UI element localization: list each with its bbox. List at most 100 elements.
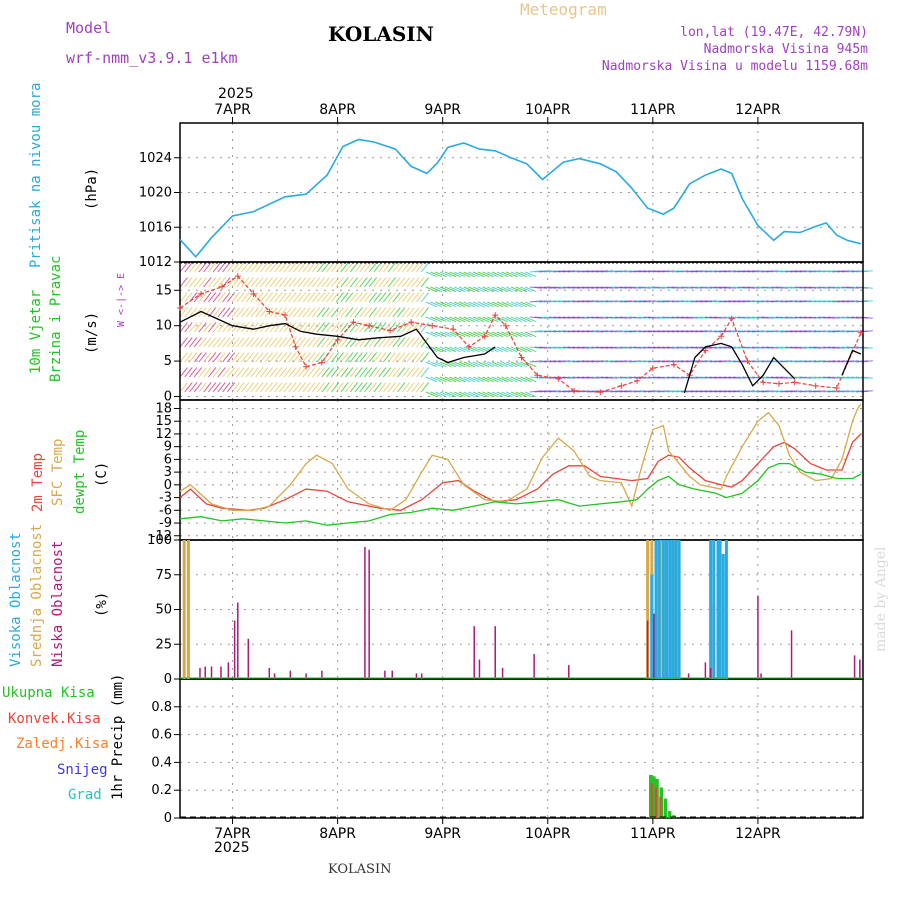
watermark: made by Angel	[873, 546, 889, 653]
wind-barb	[349, 262, 359, 273]
wind-barb	[392, 277, 401, 288]
wind-barb	[449, 331, 461, 338]
y-tick-label: 0.8	[151, 700, 172, 715]
wind-barb	[269, 307, 278, 318]
wind-barb	[264, 277, 273, 288]
wind-barb	[259, 352, 269, 363]
wind-barb	[193, 307, 203, 318]
mid_cloud-bar	[646, 540, 650, 679]
low_cloud-bar	[757, 595, 759, 679]
wind-barb	[496, 301, 509, 308]
x-tick-label-bottom: 10APR	[525, 826, 571, 842]
wind-barb	[397, 352, 406, 363]
total_precip-bar	[659, 787, 664, 818]
wind-barb	[264, 382, 273, 393]
wind-barb	[524, 301, 537, 308]
wind-barb	[401, 352, 411, 363]
wind-barb	[207, 337, 217, 348]
wind-barb	[288, 262, 297, 273]
wind-barb	[312, 382, 321, 393]
low_cloud-bar	[415, 673, 418, 679]
wind-barb	[297, 292, 307, 303]
wind-barb	[501, 316, 513, 323]
wind-barb	[401, 262, 411, 273]
wind-barb	[510, 361, 523, 368]
wind-barb	[245, 367, 255, 378]
wind-barb	[387, 277, 396, 288]
wind-barb	[477, 286, 490, 293]
wind-barb	[307, 277, 316, 288]
wind-gust-line	[179, 275, 862, 393]
wind-barb	[179, 307, 188, 318]
wind-gust-marker	[219, 283, 226, 290]
wind-barb	[506, 346, 518, 353]
wind-barb	[259, 382, 269, 393]
wind-barb	[241, 337, 250, 348]
wind-barb	[524, 361, 537, 368]
wind-gust-marker	[702, 347, 709, 354]
wind-barb	[397, 307, 406, 318]
wind-barb	[468, 286, 480, 293]
wind-barb	[435, 301, 447, 308]
wind-barb	[520, 286, 532, 293]
wind-barb	[203, 382, 212, 393]
wind-barb	[274, 307, 283, 318]
total_precip-bar	[663, 798, 668, 818]
wind-barb	[349, 352, 359, 363]
wind-barb	[411, 337, 420, 348]
wind-barb	[198, 277, 207, 288]
wind-barb	[392, 262, 401, 273]
wind-barb	[193, 367, 203, 378]
wind-barb	[288, 277, 297, 288]
wind-barb	[364, 307, 373, 318]
wind-barb	[236, 367, 245, 378]
x-tick-label-bottom: 8APR	[319, 826, 356, 842]
wind-barb	[520, 301, 532, 308]
low_cloud-bar	[199, 667, 201, 679]
wind-barb	[491, 286, 504, 293]
x-tick-label-top: 11APR	[630, 102, 676, 118]
wind-barb	[321, 277, 330, 288]
wind-barb	[458, 361, 471, 368]
wind-barb	[226, 382, 236, 393]
wind-barb	[283, 262, 292, 273]
wind-barb	[378, 367, 387, 378]
wind-barb	[189, 352, 198, 363]
wind-barb	[463, 391, 475, 398]
y-tick-label: 0	[164, 389, 172, 404]
high_cloud-bar	[721, 553, 725, 679]
wind-barb	[477, 271, 490, 278]
wind-barb	[420, 292, 430, 303]
wind-barb	[250, 382, 259, 393]
x-tick-label-bottom: 9APR	[424, 826, 461, 842]
high_cloud-bar	[716, 540, 720, 679]
wind-barb	[387, 337, 396, 348]
wind-barb	[482, 361, 494, 368]
wind-barb	[359, 352, 368, 363]
wind-barb	[293, 337, 302, 348]
wind-barb	[382, 367, 392, 378]
wind-barb	[392, 367, 401, 378]
wind-barb	[354, 292, 363, 303]
wind-barb	[382, 337, 392, 348]
wind-barb	[378, 352, 387, 363]
wind-barb	[463, 286, 475, 293]
high_cloud-bar	[709, 540, 713, 679]
wind-barb	[226, 292, 236, 303]
wind-barb	[297, 337, 307, 348]
wind-barb	[345, 352, 354, 363]
wind-barb	[297, 307, 307, 318]
wind-barb	[293, 307, 302, 318]
wind-barb	[416, 367, 425, 378]
wind-barb	[179, 337, 188, 348]
wind-gust-marker	[334, 336, 341, 343]
wind-barb	[212, 337, 221, 348]
wind-barb	[241, 277, 250, 288]
wind-barb	[411, 262, 420, 273]
wind-barb	[482, 391, 494, 398]
wind-barb	[293, 322, 302, 333]
wind-barb	[293, 262, 302, 273]
wind-barb	[378, 337, 387, 348]
wind-gust-marker	[429, 322, 436, 329]
wind-barb	[312, 307, 321, 318]
